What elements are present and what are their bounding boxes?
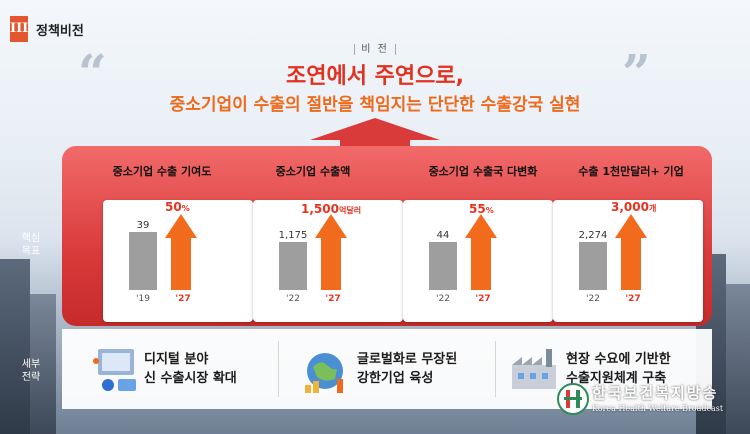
target-year: '27: [625, 294, 641, 304]
broadcaster-subtitle: Korea Health Welfare Broadcast: [592, 404, 724, 413]
target-value: 3,000개: [611, 200, 657, 214]
base-year: '19: [136, 294, 150, 304]
close-quote-icon: ”: [622, 43, 651, 102]
goals-row-label: 핵심 목표: [21, 233, 41, 257]
target-year: '27: [475, 294, 491, 304]
base-year: '22: [586, 294, 600, 304]
goal-title: 중소기업 수출국 다변화: [428, 165, 538, 178]
goal-title: 중소기업 수출 기여도: [112, 165, 212, 178]
target-year: '27: [325, 294, 341, 304]
goal-chart: [429, 214, 497, 290]
vision-subheadline: 중소기업이 수출의 절반을 책임지는 단단한 수출강국 실현: [169, 95, 581, 115]
goal-card: 44 55% '22 '27: [403, 200, 553, 322]
strategy-item: 디지털 분야 신 수출시장 확대: [62, 329, 278, 409]
goal-card: 39 50% '19 '27: [103, 200, 253, 322]
base-value: 44: [436, 230, 450, 241]
base-bar: [429, 242, 457, 290]
broadcaster-name: 한국보건복지방송: [592, 384, 719, 402]
goal-title: 중소기업 수출액: [275, 165, 351, 178]
goal-chart: [129, 214, 197, 290]
building-silhouette: [726, 284, 750, 434]
goal-card: 1,175 1,500억달러 '22 '27: [253, 200, 403, 322]
goal-chart: [279, 214, 347, 290]
divider: [495, 341, 496, 397]
strategy-text: 현장 수요에 기반한 수출지원체계 구축: [566, 352, 671, 386]
target-arrow-bar: [465, 214, 497, 290]
target-arrow-bar: [165, 214, 197, 290]
target-arrow-bar: [315, 214, 347, 290]
base-value: 2,274: [578, 230, 608, 241]
digital-market-icon: [93, 349, 136, 391]
broadcaster-logo: [557, 383, 589, 415]
strategy-item: 글로벌화로 무장된 강한기업 육성: [279, 329, 495, 409]
target-year: '27: [175, 294, 191, 304]
goal-chart: [579, 214, 647, 290]
base-year: '22: [286, 294, 300, 304]
target-value: 1,500억달러: [301, 202, 362, 216]
strategy-row-label: 세부 전략: [21, 359, 41, 383]
base-bar: [279, 242, 307, 290]
globe-growth-icon: [305, 353, 343, 393]
open-quote-icon: “: [78, 43, 107, 102]
base-value: 1,175: [278, 230, 308, 241]
goal-card: 2,274 3,000개 '22 '27: [553, 200, 703, 322]
strategy-text: 글로벌화로 무장된 강한기업 육성: [357, 352, 458, 386]
target-arrow-bar: [615, 214, 647, 290]
factory-icon: [512, 349, 556, 389]
up-arrow-icon: [310, 118, 440, 150]
target-value: 55%: [469, 202, 494, 216]
goal-title: 수출 1천만달러+ 기업: [578, 165, 684, 178]
base-year: '22: [436, 294, 450, 304]
section-title: 정책비전: [36, 24, 84, 39]
vision-headline: 조연에서 주연으로,: [286, 64, 464, 89]
target-value: 50%: [165, 200, 190, 214]
strategy-bar: 디지털 분야 신 수출시장 확대 글로벌화로 무장된 강한기업 육성: [62, 329, 712, 409]
divider: [278, 341, 279, 397]
strategy-text: 디지털 분야 신 수출시장 확대: [144, 352, 237, 386]
vision-label: 비 전: [0, 40, 750, 55]
base-bar: [129, 232, 157, 290]
base-bar: [579, 242, 607, 290]
building-silhouette: [30, 294, 56, 434]
building-silhouette: [0, 259, 30, 434]
section-number: III: [10, 16, 28, 42]
strategy-item: 현장 수요에 기반한 수출지원체계 구축: [496, 329, 712, 409]
base-value: 39: [136, 220, 150, 231]
